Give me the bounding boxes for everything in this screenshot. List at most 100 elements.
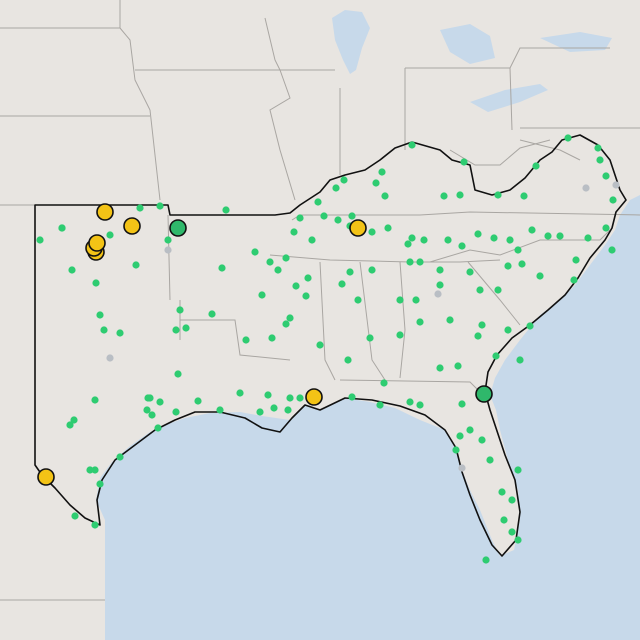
location-dot[interactable]	[408, 234, 416, 242]
location-dot[interactable]	[406, 258, 414, 266]
location-dot[interactable]	[516, 356, 524, 364]
location-dot[interactable]	[344, 356, 352, 364]
location-dot[interactable]	[348, 212, 356, 220]
location-dot[interactable]	[156, 202, 164, 210]
location-dot[interactable]	[296, 394, 304, 402]
location-dot[interactable]	[494, 191, 502, 199]
location-dot[interactable]	[492, 352, 500, 360]
location-dot[interactable]	[384, 224, 392, 232]
location-dot[interactable]	[256, 408, 264, 416]
location-dot[interactable]	[478, 436, 486, 444]
location-dot[interactable]	[172, 408, 180, 416]
marker-wichita-falls[interactable]	[123, 217, 141, 235]
location-dot[interactable]	[490, 234, 498, 242]
location-dot[interactable]	[368, 228, 376, 236]
location-dot[interactable]	[266, 258, 274, 266]
location-dot[interactable]	[482, 556, 490, 564]
location-dot[interactable]	[440, 192, 448, 200]
marker-laredo[interactable]	[37, 468, 55, 486]
location-dot[interactable]	[96, 480, 104, 488]
location-dot[interactable]	[528, 226, 536, 234]
location-dot[interactable]	[348, 393, 356, 401]
location-dot[interactable]	[136, 204, 144, 212]
location-dot[interactable]	[408, 141, 416, 149]
location-dot[interactable]	[368, 266, 376, 274]
location-dot[interactable]	[381, 192, 389, 200]
location-dot[interactable]	[520, 192, 528, 200]
location-dot[interactable]	[268, 334, 276, 342]
location-dot[interactable]	[236, 389, 244, 397]
location-dot[interactable]	[70, 416, 78, 424]
location-dot[interactable]	[514, 536, 522, 544]
location-dot[interactable]	[572, 256, 580, 264]
marker-jacksonville[interactable]	[475, 385, 493, 403]
location-dot[interactable]	[536, 272, 544, 280]
location-dot[interactable]	[486, 456, 494, 464]
location-dot[interactable]	[556, 232, 564, 240]
location-dot[interactable]	[532, 162, 540, 170]
location-dot[interactable]	[436, 266, 444, 274]
location-dot[interactable]	[320, 212, 328, 220]
location-dot[interactable]	[602, 172, 610, 180]
location-dot[interactable]	[174, 370, 182, 378]
location-dot[interactable]	[100, 326, 108, 334]
location-dot[interactable]	[478, 321, 486, 329]
location-dot[interactable]	[454, 362, 462, 370]
location-dot[interactable]	[380, 379, 388, 387]
location-dot[interactable]	[86, 466, 94, 474]
location-dot[interactable]	[164, 236, 172, 244]
location-dot[interactable]	[498, 488, 506, 496]
location-dot[interactable]	[286, 394, 294, 402]
location-dot[interactable]	[508, 496, 516, 504]
location-dot[interactable]	[514, 246, 522, 254]
location-dot[interactable]	[372, 179, 380, 187]
location-dot[interactable]	[172, 326, 180, 334]
inactive-location-dot[interactable]	[164, 246, 172, 254]
location-dot[interactable]	[92, 279, 100, 287]
location-dot[interactable]	[416, 258, 424, 266]
marker-okc-3[interactable]	[88, 234, 106, 252]
location-dot[interactable]	[132, 261, 140, 269]
location-dot[interactable]	[412, 296, 420, 304]
location-dot[interactable]	[378, 168, 386, 176]
location-dot[interactable]	[176, 306, 184, 314]
location-dot[interactable]	[146, 394, 154, 402]
location-dot[interactable]	[302, 292, 310, 300]
location-dot[interactable]	[338, 280, 346, 288]
location-dot[interactable]	[366, 334, 374, 342]
inactive-location-dot[interactable]	[612, 181, 620, 189]
location-dot[interactable]	[406, 398, 414, 406]
inactive-location-dot[interactable]	[582, 184, 590, 192]
location-dot[interactable]	[270, 404, 278, 412]
location-dot[interactable]	[494, 286, 502, 294]
location-dot[interactable]	[416, 318, 424, 326]
location-dot[interactable]	[292, 282, 300, 290]
location-dot[interactable]	[396, 331, 404, 339]
location-dot[interactable]	[346, 268, 354, 276]
location-dot[interactable]	[258, 291, 266, 299]
marker-north-ok[interactable]	[96, 203, 114, 221]
location-dot[interactable]	[332, 184, 340, 192]
location-dot[interactable]	[154, 424, 162, 432]
location-dot[interactable]	[334, 216, 342, 224]
location-dot[interactable]	[420, 236, 428, 244]
location-dot[interactable]	[564, 134, 572, 142]
location-dot[interactable]	[194, 397, 202, 405]
location-dot[interactable]	[396, 296, 404, 304]
location-dot[interactable]	[609, 196, 617, 204]
location-dot[interactable]	[570, 276, 578, 284]
location-dot[interactable]	[504, 326, 512, 334]
location-dot[interactable]	[544, 232, 552, 240]
location-dot[interactable]	[506, 236, 514, 244]
location-dot[interactable]	[584, 234, 592, 242]
location-dot[interactable]	[596, 156, 604, 164]
inactive-location-dot[interactable]	[458, 464, 466, 472]
location-dot[interactable]	[474, 230, 482, 238]
location-dot[interactable]	[444, 236, 452, 244]
marker-nashville[interactable]	[349, 219, 367, 237]
location-dot[interactable]	[286, 314, 294, 322]
location-dot[interactable]	[182, 324, 190, 332]
location-dot[interactable]	[316, 341, 324, 349]
location-dot[interactable]	[514, 466, 522, 474]
